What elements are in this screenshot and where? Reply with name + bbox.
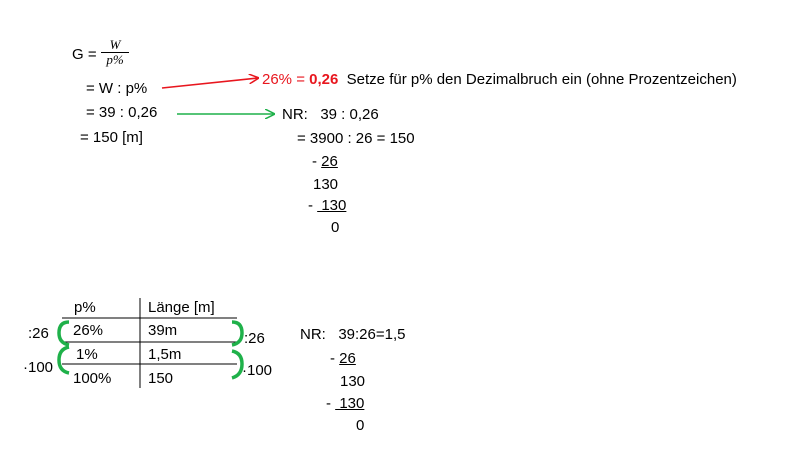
nr1-subtrahend-2: 130	[317, 197, 347, 214]
nr2-minus-1: -	[330, 350, 340, 367]
right-op-2: ·100	[242, 362, 273, 379]
table-cell-r1-c1: 26%	[73, 322, 104, 339]
table-cell-r3-c2: 150	[148, 370, 174, 387]
left-bracket-2	[57, 345, 70, 375]
table-cell-r3-c1: 100%	[73, 370, 112, 387]
nr2-minus-2: -	[326, 395, 336, 412]
note-line: 26% = 0,26 Setze für p% den Dezimalbruch…	[262, 71, 737, 89]
fraction-denominator: p%	[106, 52, 124, 67]
nr2-subtrahend-1: 26	[339, 350, 356, 367]
formula-step-1: = W : p%	[86, 80, 148, 97]
table-header-length: Länge [m]	[148, 299, 215, 316]
note-decimal: 0,26	[309, 71, 339, 88]
nr1-line-3: - 26	[312, 153, 338, 171]
nr1-subtrahend-1: 26	[321, 153, 338, 170]
table-cell-r2-c1: 1%	[76, 346, 98, 363]
left-op-1: :26	[28, 325, 49, 342]
table-cell-r2-c2: 1,5m	[148, 346, 182, 363]
nr1-line-5: - 130	[308, 197, 346, 215]
right-bracket-2	[231, 349, 244, 380]
nr2-line-5: 0	[356, 417, 365, 434]
note-text: Setze für p% den Dezimalbruch ein (ohne …	[338, 71, 737, 88]
nr2-line-1: NR: 39:26=1,5	[300, 326, 406, 343]
nr2-line-2: - 26	[330, 350, 356, 368]
formula-step-2: = 39 : 0,26	[86, 104, 158, 121]
nr1-line-4: 130	[313, 176, 339, 193]
nr1-line-6: 0	[331, 219, 340, 236]
right-op-1: :26	[244, 330, 265, 347]
left-bracket-1	[57, 320, 70, 347]
table-cell-r1-c2: 39m	[148, 322, 178, 339]
fraction-numerator: W	[109, 37, 121, 52]
right-bracket-1	[231, 320, 244, 347]
nr1-minus-2: -	[308, 197, 318, 214]
formula-fraction: W p%	[100, 38, 130, 67]
nr2-subtrahend-2: 130	[335, 395, 365, 412]
note-percent: 26% =	[262, 71, 310, 88]
nr1-line-1: NR: 39 : 0,26	[282, 106, 379, 123]
nr1-line-2: = 3900 : 26 = 150	[297, 130, 415, 147]
nr2-line-4: - 130	[326, 395, 364, 413]
table-header-pct: p%	[74, 299, 96, 316]
fraction-bar	[101, 52, 129, 53]
formula-g-label: G =	[72, 46, 97, 63]
red-arrow	[161, 78, 258, 89]
left-op-2: ·100	[23, 359, 54, 376]
formula-step-3: = 150 [m]	[80, 129, 143, 146]
nr2-line-3: 130	[340, 373, 366, 390]
nr1-minus-1: -	[312, 153, 322, 170]
